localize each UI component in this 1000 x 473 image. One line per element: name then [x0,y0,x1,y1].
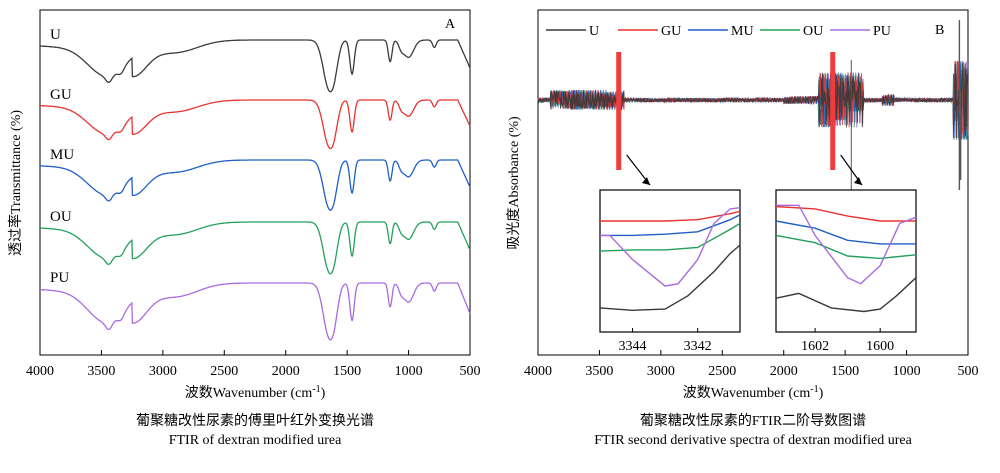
series-gu-line [40,99,471,150]
caption-right-en: FTIR second derivative spectra of dextra… [594,433,912,448]
inset-series-pu [600,207,741,287]
caption-left-en: FTIR of dextran modified urea [169,433,342,448]
panel-a-frame [39,9,471,356]
series-label-ou: OU [50,209,72,225]
inset-frame [599,189,741,333]
series-label-pu: PU [50,270,69,286]
series-pu-line [39,282,471,341]
panel-b-ylabel: 吸光度Absorbance (%) [506,116,522,250]
panel-b-xlabel: 波数Wavenumber (cm-1) [683,384,824,402]
inset-frame [775,189,917,333]
inset-series-gu [775,205,916,222]
arrow-head [642,177,650,185]
panel-a-series: U GU MU OU PU [39,27,471,341]
panel-b: B U GU MU OU PU 4000 3500 3000 2500 2000 1500 1000… [506,9,979,448]
panel-a-ylabel: 透过率Transmittance (%) [7,110,24,256]
inset-3343: 3344 3342 [599,189,741,354]
legend-label-gu: GU [661,24,681,39]
series-label-gu: GU [50,87,72,103]
inset-series-mu [775,220,916,245]
deriv-spike [958,20,962,190]
xtick-label: 500 [460,364,481,379]
panel-a: A U GU MU OU PU 4000 3500 3000 2500 2000 1500 1000… [7,9,481,448]
series-label-u: U [50,27,61,43]
xtick-label: 2500 [210,364,238,379]
xtick-label: 1500 [831,364,859,379]
xtick-label: 2000 [272,364,300,379]
panel-b-frame [537,9,969,356]
inset-series-ou [775,234,917,260]
xtick-label: 1000 [893,364,921,379]
xtick-label: 3500 [87,364,115,379]
series-label-mu: MU [50,147,74,163]
inset-xtick-label: 3344 [619,339,647,354]
inset-xtick-label: 1600 [866,339,894,354]
inset-1601: 1602 1600 [775,189,917,354]
panel-b-ticks: 4000 3500 3000 2500 2000 1500 1000 500 [524,350,979,379]
inset-series-u [599,244,741,312]
panel-b-legend: U GU MU OU PU [546,24,891,39]
xtick-label: 4000 [524,364,552,379]
panel-b-highlights [616,52,863,186]
xtick-label: 2000 [770,364,798,379]
deriv-u-line [537,61,969,140]
panel-a-xlabel: 波数Wavenumber (cm-1) [185,384,326,402]
inset-series-mu [600,214,741,237]
legend-label-ou: OU [803,24,823,39]
panel-b-label: B [935,23,944,38]
caption-left-cn: 葡聚糖改性尿素的傅里叶红外变换光谱 [136,412,374,429]
legend-label-u: U [589,24,599,39]
panel-a-ticks: 4000 3500 3000 2500 2000 1500 1000 500 [26,350,481,379]
panel-b-derivative-traces [537,20,969,225]
series-ou-line [40,221,471,275]
inset-series-ou [599,222,741,252]
xtick-label: 4000 [26,364,54,379]
highlight-bar-1601 [830,52,836,170]
xtick-label: 3000 [647,364,675,379]
xtick-label: 3000 [149,364,177,379]
legend-label-mu: MU [731,24,754,39]
xtick-label: 1000 [395,364,423,379]
caption-right-cn: 葡聚糖改性尿素的FTIR二阶导数图谱 [640,413,866,429]
legend-label-pu: PU [873,24,891,39]
inset-series-gu [600,210,741,222]
inset-xtick-label: 3342 [684,339,712,354]
xtick-label: 3500 [585,364,613,379]
arrow-head [854,177,862,185]
series-u-line [40,39,471,93]
panel-a-label: A [445,17,456,32]
xtick-label: 1500 [333,364,361,379]
xtick-label: 2500 [708,364,736,379]
xtick-label: 500 [958,364,979,379]
inset-xtick-label: 1602 [801,339,829,354]
highlight-bar-3343 [616,52,622,170]
series-mu-line [40,159,471,211]
inset-series-pu [776,204,917,285]
inset-series-u [775,277,917,313]
